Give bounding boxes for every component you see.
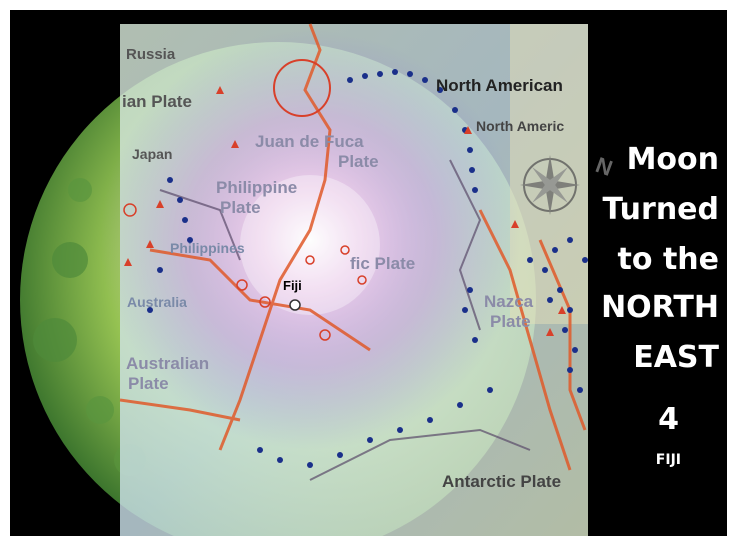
caption-line-1: Moon: [626, 142, 719, 177]
caption-number: 4: [658, 402, 679, 437]
fiji-marker: [289, 299, 301, 311]
label-australia: Australia: [127, 294, 187, 310]
red-circle-markers: [123, 59, 367, 341]
label-nazca: Nazca: [484, 292, 534, 311]
compass-rose-icon: [520, 155, 580, 215]
caption-line-4: NORTH: [601, 290, 719, 325]
label-pacific-plate: fic Plate: [350, 254, 416, 273]
trench-dots: [147, 69, 588, 468]
label-nazca-plate: Plate: [490, 312, 531, 331]
label-juan-de-fuca: Juan de Fuca: [255, 132, 364, 151]
caption-line-3: to the: [617, 242, 719, 277]
label-juan-de-fuca-plate: Plate: [338, 152, 379, 171]
volcano-triangles: [124, 86, 566, 336]
image-frame: N Russia ian Plate North American North …: [10, 10, 727, 536]
caption-line-2: Turned: [602, 192, 720, 227]
label-north-american-2: North Americ: [476, 118, 565, 134]
label-philippine-plate: Plate: [220, 198, 261, 217]
label-australian-plate: Plate: [128, 374, 169, 393]
label-antarctic-plate: Antarctic Plate: [442, 472, 562, 491]
label-japan: Japan: [132, 146, 173, 162]
caption-place: FIJI: [655, 452, 681, 468]
caption-line-5: EAST: [633, 340, 719, 375]
label-north-american: North American: [436, 76, 563, 95]
label-fiji: Fiji: [283, 278, 302, 293]
label-philippines: Philippines: [170, 240, 245, 256]
label-ian-plate: ian Plate: [122, 92, 192, 111]
label-philippine: Philippine: [216, 178, 298, 197]
moon-map-overlay-scene: [20, 23, 588, 536]
trench-lines: [159, 159, 531, 481]
galaxy-glow: [100, 30, 520, 450]
label-russia: Russia: [126, 46, 176, 63]
plate-boundaries: [119, 23, 587, 471]
label-australian: Australian: [126, 354, 210, 373]
